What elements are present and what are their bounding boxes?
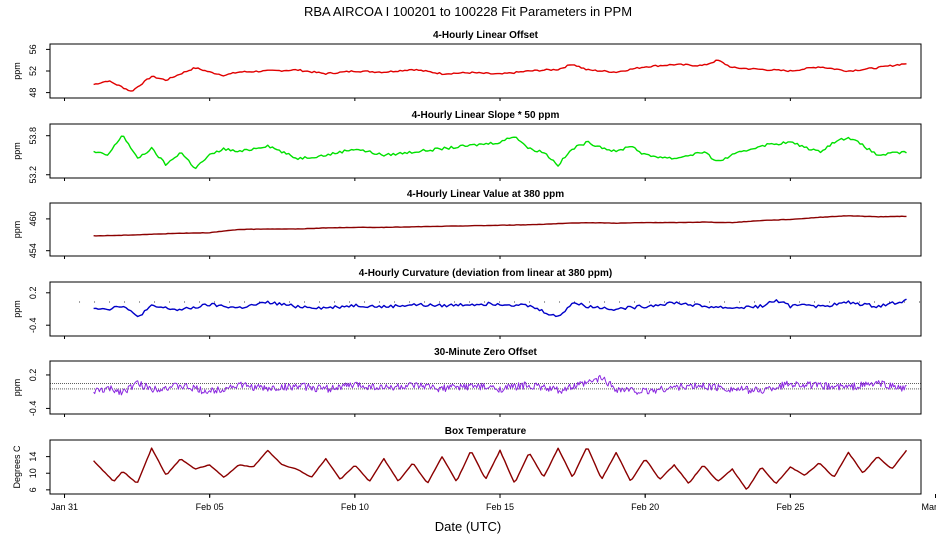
- data-series-line: [93, 447, 908, 490]
- y-tick-label: -0.4: [28, 401, 38, 417]
- y-tick-label: 56: [28, 44, 38, 54]
- x-tick-label: Feb 05: [196, 502, 224, 512]
- chart-panel-5: 30-Minute Zero Offset ppm -0.4 0.2: [12, 347, 922, 417]
- x-tick-label: Feb 25: [776, 502, 804, 512]
- figure-title: RBA AIRCOA I 100201 to 100228 Fit Parame…: [304, 4, 632, 19]
- y-tick-label: 454: [28, 243, 38, 258]
- y-axis-label: ppm: [12, 142, 22, 160]
- data-series-line: [93, 135, 907, 170]
- data-series-line: [93, 215, 907, 237]
- y-tick-label: 0.2: [28, 369, 38, 382]
- data-series-line: [93, 59, 907, 92]
- x-tick-label: Feb 10: [341, 502, 369, 512]
- y-tick-label: 53.8: [28, 127, 38, 145]
- chart-panel-6: Box Temperature Degrees C 6 10 14: [12, 426, 922, 497]
- panel-title: 4-Hourly Linear Offset: [433, 30, 539, 41]
- x-tick-label: Feb 15: [486, 502, 514, 512]
- chart-panel-3: 4-Hourly Linear Value at 380 ppm ppm 454 46…: [12, 189, 922, 259]
- panel-title: 4-Hourly Linear Slope * 50 ppm: [412, 110, 560, 121]
- plot-frame: [49, 202, 922, 257]
- y-axis-label: ppm: [12, 221, 22, 239]
- y-tick-label: 10: [28, 468, 38, 478]
- panel-title: Box Temperature: [445, 426, 527, 437]
- y-tick-label: 6: [28, 487, 38, 492]
- x-axis-label: Date (UTC): [435, 519, 501, 534]
- y-axis-label: ppm: [12, 379, 22, 397]
- panel-title: 4-Hourly Curvature (deviation from linea…: [359, 268, 612, 279]
- y-axis-label: Degrees C: [12, 445, 22, 489]
- plot-frame: [49, 281, 922, 337]
- panel-title: 4-Hourly Linear Value at 380 ppm: [407, 189, 564, 200]
- plot-frame: [49, 439, 922, 495]
- x-tick-label: Mar 02: [922, 502, 936, 512]
- panel-title: 30-Minute Zero Offset: [434, 347, 537, 358]
- chart-panel-1: 4-Hourly Linear Offset ppm 48 52 56: [12, 30, 922, 101]
- y-axis-label: ppm: [12, 300, 22, 318]
- y-tick-label: -0.4: [28, 317, 38, 333]
- plot-frame: [49, 123, 922, 179]
- y-tick-label: 52: [28, 66, 38, 76]
- y-axis-label: ppm: [12, 62, 22, 80]
- y-tick-label: 14: [28, 452, 38, 462]
- x-tick-label: Feb 20: [631, 502, 659, 512]
- y-tick-label: 53.2: [28, 166, 38, 184]
- data-series-line: [93, 374, 907, 396]
- x-tick-label: Jan 31: [51, 502, 78, 512]
- x-axis: Jan 31 Feb 05 Feb 10 Feb 15 Feb 20 Feb 25 Mar …: [51, 494, 936, 512]
- panels-container: 4-Hourly Linear Offsetppm4852564-Hourly …: [12, 30, 922, 497]
- data-series-line: [93, 298, 907, 318]
- y-tick-label: 460: [28, 211, 38, 226]
- chart-panel-2: 4-Hourly Linear Slope * 50 ppm ppm 53.2 53.…: [12, 110, 922, 184]
- y-tick-label: 48: [28, 88, 38, 98]
- y-tick-label: 0.2: [28, 287, 38, 300]
- plot-frame: [49, 360, 922, 415]
- chart-panel-4: 4-Hourly Curvature (deviation from linea…: [12, 268, 922, 339]
